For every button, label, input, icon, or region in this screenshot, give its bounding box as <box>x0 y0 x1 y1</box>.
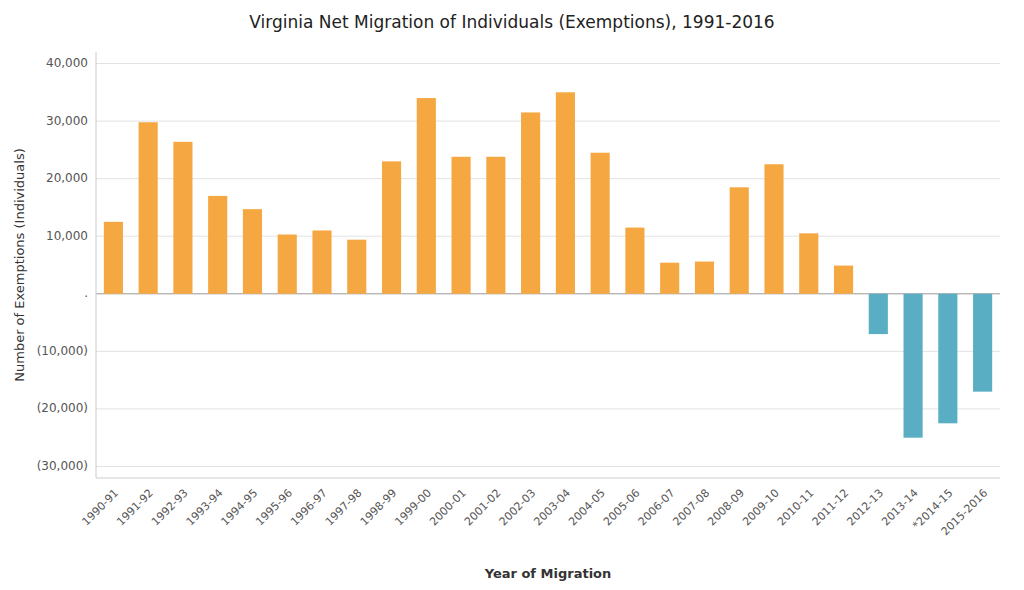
x-tick-label: 1991-92 <box>114 487 156 529</box>
bar: 1999-00: 34,000 <box>417 98 436 294</box>
x-tick-label: 2007-08 <box>671 487 713 529</box>
x-tick-label: 2001-02 <box>462 487 504 529</box>
bar: *2014-15: -22,500 <box>938 294 957 424</box>
zero-line <box>96 293 1000 294</box>
chart-container: (30,000) (20,000) (10,000). 10,000 20,000 30,… <box>0 0 1024 590</box>
grid-line <box>96 178 1000 179</box>
x-tick-label: 1996-97 <box>288 487 330 529</box>
bar: 2010-11: 10,500 <box>799 233 818 293</box>
bar: 2015-2016: -17,000 <box>973 294 992 392</box>
bar: 2009-10: 22,500 <box>764 164 783 294</box>
grid-line <box>96 121 1000 122</box>
x-axis-label: Year of Migration <box>484 566 612 581</box>
bar: 2007-08: 5,600 <box>695 262 714 294</box>
grid <box>96 64 1000 467</box>
y-axis-line <box>96 52 97 478</box>
grid-line <box>96 63 1000 64</box>
x-tick-label: 1997-98 <box>323 487 365 529</box>
bar: 1994-95: 14,700 <box>243 209 262 294</box>
grid-line <box>96 351 1000 352</box>
bar: 2000-01: 23,800 <box>452 157 471 294</box>
y-tick-label: (30,000) <box>37 459 88 473</box>
y-tick-label: 10,000 <box>46 229 88 243</box>
bar: 1991-92: 29,800 <box>139 122 158 294</box>
y-tick-label: (10,000) <box>37 344 88 358</box>
y-tick-label: 30,000 <box>46 114 88 128</box>
x-tick-label: 1992-93 <box>149 487 191 529</box>
bar: 2006-07: 5,400 <box>660 263 679 294</box>
x-tick-label: 2005-06 <box>601 487 643 529</box>
y-tick-label: . <box>84 286 88 300</box>
x-tick-label: 1994-95 <box>219 487 261 529</box>
x-tick-label: 2002-03 <box>497 487 539 529</box>
y-axis-label: Number of Exemptions (Individuals) <box>12 148 27 381</box>
grid-line <box>96 466 1000 467</box>
x-tick-label: 2008-09 <box>705 487 747 529</box>
x-tick-label: 2015-2016 <box>939 487 991 539</box>
x-axis-ticks: 1990-911991-921992-931993-941994-951995-… <box>79 487 990 539</box>
bar: 2004-05: 24,500 <box>591 153 610 294</box>
x-tick-label: 1998-99 <box>358 487 400 529</box>
x-axis-line <box>96 478 1000 479</box>
bar: 1990-91: 12,500 <box>104 222 123 294</box>
x-tick-label: 2000-01 <box>427 487 469 529</box>
bar: 1998-99: 23,000 <box>382 161 401 293</box>
bar: 2005-06: 11,500 <box>625 228 644 294</box>
x-tick-label: 2011-12 <box>810 487 852 529</box>
bar: 1992-93: 26,400 <box>173 142 192 294</box>
x-tick-label: 2009-10 <box>740 487 782 529</box>
bar: 1997-98: 9,400 <box>347 240 366 294</box>
bars: 1990-91: 12,500 1991-92: 29,800 1992-93: 2… <box>104 92 992 437</box>
x-tick-label: 1993-94 <box>184 487 226 529</box>
x-tick-label: 1990-91 <box>79 487 121 529</box>
bar: 2011-12: 4,900 <box>834 266 853 294</box>
y-tick-label: 40,000 <box>46 56 88 70</box>
x-tick-label: 2004-05 <box>566 487 608 529</box>
bar: 2002-03: 31,500 <box>521 112 540 293</box>
y-axis-ticks: (30,000) (20,000) (10,000). 10,000 20,000 30,… <box>37 56 88 473</box>
bar: 2001-02: 23,800 <box>486 157 505 294</box>
bar: 2012-13: -7,000 <box>869 294 888 334</box>
x-tick-label: 2010-11 <box>775 487 817 529</box>
x-tick-label: 2006-07 <box>636 487 678 529</box>
bar: 1993-94: 17,000 <box>208 196 227 294</box>
bar: 1996-97: 11,000 <box>312 230 331 293</box>
bar: 2008-09: 18,500 <box>730 187 749 294</box>
x-tick-label: 2012-13 <box>844 487 886 529</box>
x-tick-label: 1999-00 <box>392 487 434 529</box>
chart-svg: (30,000) (20,000) (10,000). 10,000 20,000 30,… <box>0 0 1024 590</box>
x-tick-label: 1995-96 <box>253 487 295 529</box>
chart-title: Virginia Net Migration of Individuals (E… <box>249 12 774 32</box>
y-tick-label: 20,000 <box>46 171 88 185</box>
y-tick-label: (20,000) <box>37 401 88 415</box>
bar: 2003-04: 35,000 <box>556 92 575 293</box>
bar: 2013-14: -25,000 <box>904 294 923 438</box>
x-tick-label: 2003-04 <box>531 487 573 529</box>
grid-line <box>96 408 1000 409</box>
grid-line <box>96 236 1000 237</box>
bar: 1995-96: 10,300 <box>278 234 297 293</box>
